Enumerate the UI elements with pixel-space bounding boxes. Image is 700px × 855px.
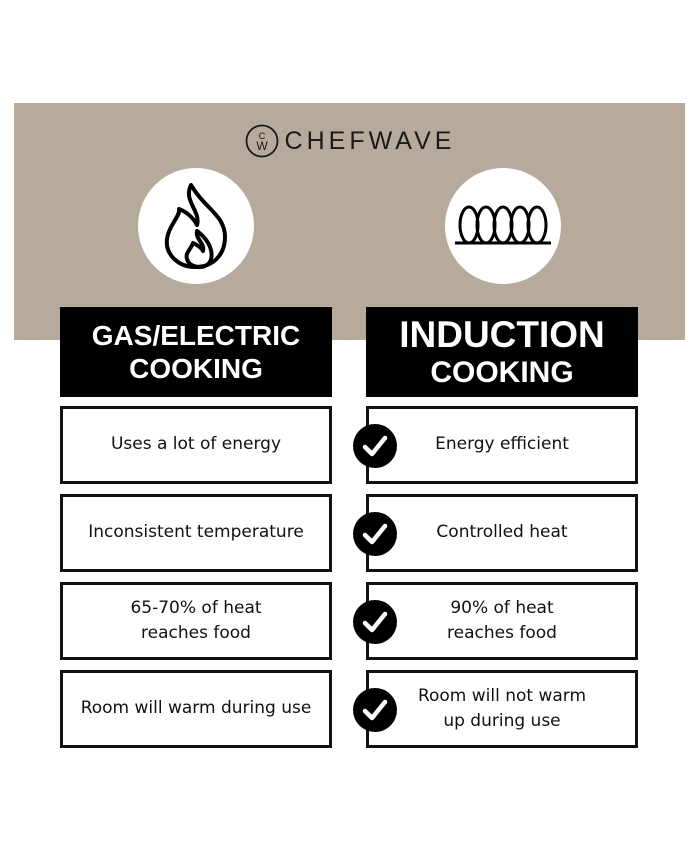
gas-row-1: Uses a lot of energy bbox=[60, 406, 332, 484]
svg-text:W: W bbox=[256, 139, 268, 153]
checkmark-icon bbox=[353, 600, 397, 644]
induction-row-3: 90% of heat reaches food bbox=[366, 582, 638, 660]
coil-icon bbox=[455, 205, 551, 245]
checkmark-icon bbox=[353, 424, 397, 468]
row-text: Room will not warm up during use bbox=[417, 685, 587, 732]
checkmark-icon bbox=[353, 688, 397, 732]
header-band bbox=[14, 103, 685, 340]
flame-icon bbox=[164, 183, 227, 269]
row-text: 90% of heat reaches food bbox=[447, 597, 557, 644]
brand-name: CHEFWAVE bbox=[284, 126, 456, 155]
induction-header: INDUCTION COOKING bbox=[366, 307, 638, 397]
gas-row-4: Room will warm during use bbox=[60, 670, 332, 748]
row-text: 65-70% of heat reaches food bbox=[130, 597, 262, 644]
flame-icon-circle bbox=[138, 168, 254, 284]
coil-icon-circle bbox=[445, 168, 561, 284]
checkmark-icon bbox=[353, 512, 397, 556]
chefwave-logo-icon: CW bbox=[245, 124, 278, 158]
row-text: Room will warm during use bbox=[80, 698, 312, 719]
gas-electric-header: GAS/ELECTRIC COOKING bbox=[60, 307, 332, 397]
induction-row-4: Room will not warm up during use bbox=[366, 670, 638, 748]
row-text: Energy efficient bbox=[435, 434, 569, 455]
row-text: Uses a lot of energy bbox=[110, 434, 282, 455]
header-title-line2: COOKING bbox=[430, 355, 574, 389]
gas-row-3: 65-70% of heat reaches food bbox=[60, 582, 332, 660]
induction-row-2: Controlled heat bbox=[366, 494, 638, 572]
header-title-line1: GAS/ELECTRIC bbox=[91, 319, 301, 351]
row-text: Controlled heat bbox=[436, 522, 568, 543]
row-text: Inconsistent temperature bbox=[88, 522, 304, 543]
gas-row-2: Inconsistent temperature bbox=[60, 494, 332, 572]
header-title-line2: COOKING bbox=[129, 353, 263, 384]
header-title-line1: INDUCTION bbox=[399, 313, 605, 355]
induction-row-1: Energy efficient bbox=[366, 406, 638, 484]
svg-text:C: C bbox=[258, 131, 265, 141]
